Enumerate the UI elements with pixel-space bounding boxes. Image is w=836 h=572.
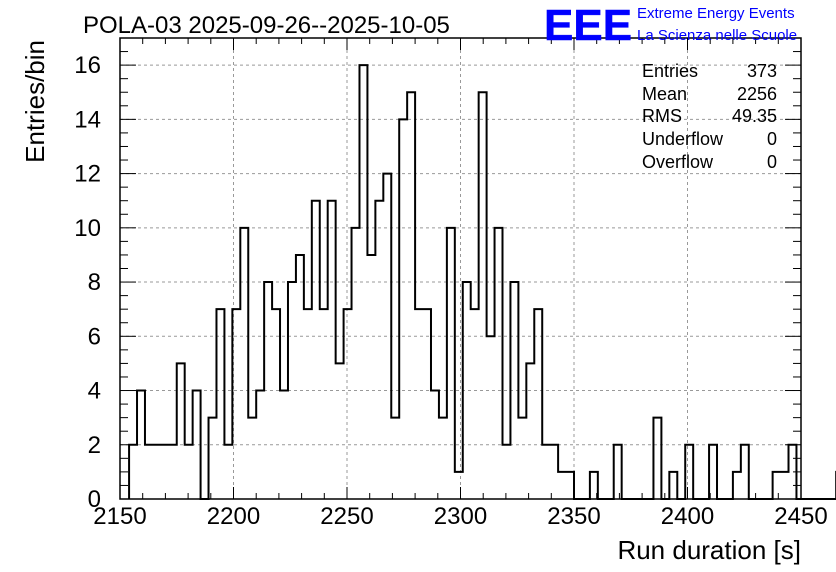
y-tick-label: 8 xyxy=(88,269,101,296)
rms-label: RMS xyxy=(642,106,682,126)
x-tick-label: 2200 xyxy=(207,503,260,530)
x-tick-label: 2250 xyxy=(320,503,373,530)
y-tick-label: 4 xyxy=(88,378,101,405)
y-tick-label: 16 xyxy=(74,52,101,79)
y-axis-ticks: 0 2 4 6 8 10 12 14 16 xyxy=(74,37,801,513)
underflow-value: 0 xyxy=(767,129,777,149)
grid-lines xyxy=(120,38,801,499)
y-axis-label: Entries/bin xyxy=(20,40,50,163)
logo-line1: Extreme Energy Events xyxy=(637,5,795,22)
overflow-value: 0 xyxy=(767,152,777,172)
logo-line2: La Scienza nelle Scuole xyxy=(637,27,797,44)
x-tick-label: 2350 xyxy=(547,503,600,530)
y-tick-label: 0 xyxy=(88,486,101,513)
eee-logo: EEE xyxy=(544,1,632,50)
x-axis-label: Run duration [s] xyxy=(617,535,801,565)
mean-value: 2256 xyxy=(737,84,777,104)
y-tick-label: 12 xyxy=(74,161,101,188)
x-tick-label: 2400 xyxy=(661,503,714,530)
y-tick-label: 6 xyxy=(88,323,101,350)
underflow-label: Underflow xyxy=(642,129,724,149)
x-tick-label: 2300 xyxy=(434,503,487,530)
overflow-label: Overflow xyxy=(642,152,714,172)
chart-title: POLA-03 2025-09-26--2025-10-05 xyxy=(83,12,450,39)
y-tick-label: 14 xyxy=(74,106,101,133)
x-axis-ticks: 2150 2200 2250 2300 2350 2400 2450 xyxy=(93,38,828,530)
entries-value: 373 xyxy=(747,61,777,81)
x-tick-label: 2150 xyxy=(93,503,146,530)
y-tick-label: 2 xyxy=(88,432,101,459)
rms-value: 49.35 xyxy=(732,106,777,126)
mean-label: Mean xyxy=(642,84,687,104)
stats-box: Entries 373 Mean 2256 RMS 49.35 Underflo… xyxy=(642,61,777,172)
y-tick-label: 10 xyxy=(74,215,101,242)
x-tick-label: 2450 xyxy=(774,503,827,530)
entries-label: Entries xyxy=(642,61,698,81)
